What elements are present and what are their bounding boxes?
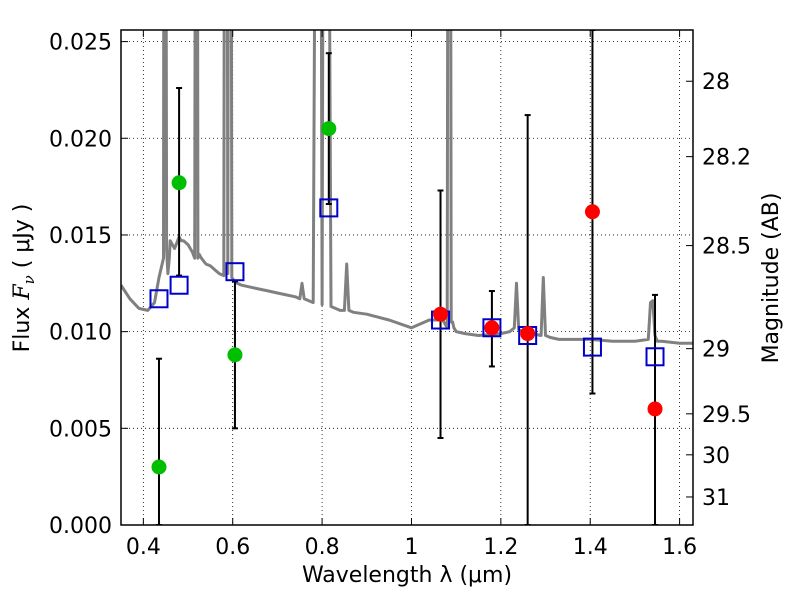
y-tick-label: 0.010 [49, 321, 112, 346]
axis-ticks: 0.4 0.6 0.8 1 1.2 1.4 1.6 0.000 0.005 0.010 0.015 0… [49, 30, 751, 560]
x-axis-label: Wavelength λ (μm) [302, 563, 512, 588]
y-axis-label-suffix: ( μJy ) [10, 204, 35, 276]
optical-data-point [171, 175, 187, 191]
right-tick-label: 28.5 [702, 235, 751, 260]
x-tick-label: 0.6 [215, 535, 250, 560]
y-axis-label-symbol: F [10, 284, 35, 301]
right-tick-label: 29.5 [702, 403, 751, 428]
plot-frame [120, 29, 694, 526]
y-tick-label: 0.015 [49, 224, 112, 249]
optical-data-point [151, 459, 167, 475]
x-tick-label: 1.2 [483, 535, 518, 560]
optical-data-point [227, 347, 243, 363]
nir-data-point [520, 326, 536, 342]
model-photometry-square [149, 289, 169, 309]
x-tick-label: 0.4 [126, 535, 161, 560]
right-tick-label: 28.2 [702, 146, 751, 171]
y-tick-label: 0.025 [49, 31, 112, 56]
nir-data-point [584, 204, 600, 220]
y-axis-label-prefix: Flux [10, 300, 35, 353]
y-axis-label-subscript: ν [20, 275, 38, 284]
x-tick-label: 1.6 [662, 535, 697, 560]
right-tick-label: 30 [702, 444, 730, 469]
model-photometry-square [582, 337, 602, 357]
plot-area [121, 30, 693, 525]
model-photometry-square [225, 262, 245, 282]
model-photometry-square [482, 318, 502, 338]
model-photometry-square [169, 275, 189, 295]
y-tick-label: 0.005 [49, 417, 112, 442]
right-axis-label: Magnitude (AB) [759, 193, 784, 364]
optical-data-point [321, 121, 337, 137]
x-tick-label: 1.4 [573, 535, 608, 560]
model-photometry-square [319, 198, 339, 218]
model-photometry-square [645, 347, 665, 367]
y-tick-label: 0.000 [49, 514, 112, 539]
right-tick-label: 31 [702, 486, 730, 511]
nir-data-point [433, 306, 449, 322]
nir-data-point [647, 401, 663, 417]
plot-background [121, 30, 693, 525]
x-tick-label: 0.8 [305, 535, 340, 560]
y-axis-label: Flux Fν ( μJy ) [10, 204, 38, 353]
x-tick-label: 1 [404, 535, 418, 560]
right-tick-label: 29 [702, 338, 730, 363]
y-tick-label: 0.020 [49, 127, 112, 152]
right-tick-label: 28 [702, 70, 730, 95]
nir-data-point [484, 320, 500, 336]
